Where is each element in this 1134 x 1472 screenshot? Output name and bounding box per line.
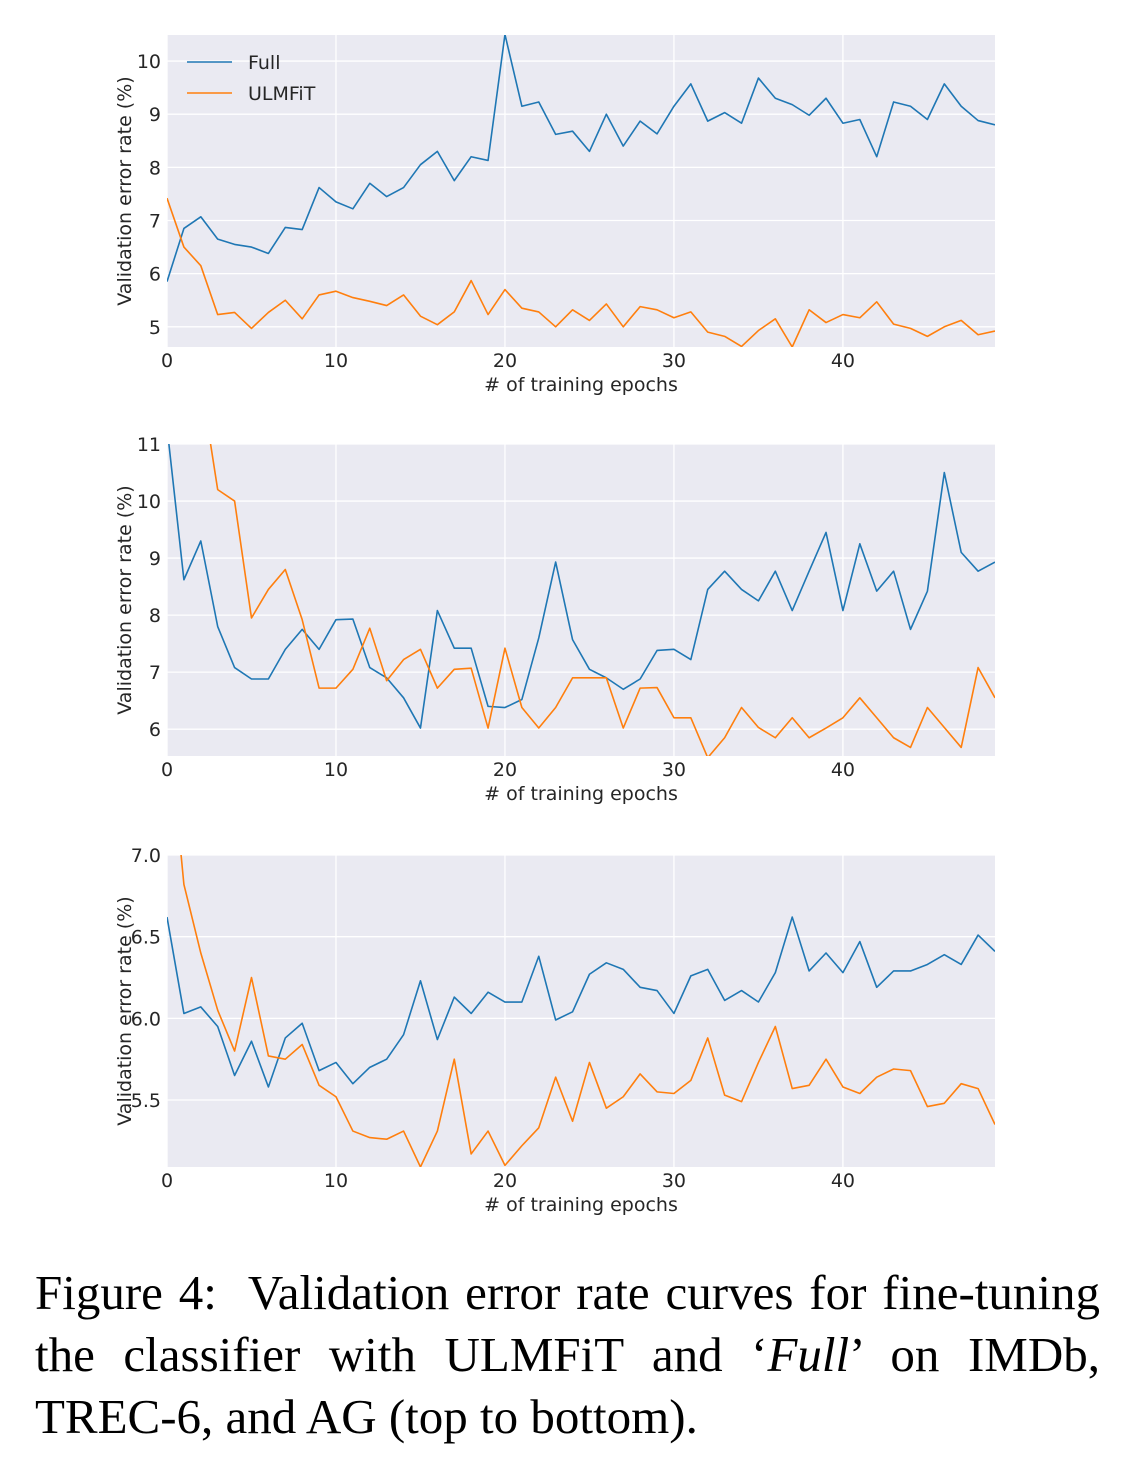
x-tick-label: 30 [662,759,686,781]
x-tick-label: 10 [324,759,348,781]
legend-label: Full [248,52,281,74]
data-line [180,855,995,1167]
x-tick-label: 40 [831,350,855,372]
y-tick-label: 9 [149,548,161,570]
y-tick-label: 6 [149,264,161,286]
legend-label: ULMFiT [248,83,316,105]
x-tick-label: 30 [662,1170,686,1192]
y-tick-label: 6.0 [131,1008,161,1030]
data-line [167,916,995,1088]
y-tick-label: 5 [149,317,161,339]
caption-italic: Full [767,1327,850,1382]
chart: 0 10 20 30 40 6 7 8 9 10 11 # of training epochs Val… [114,434,995,805]
y-axis-label: Validation error rate (%) [114,485,136,714]
y-tick-label: 10 [137,51,161,73]
data-line [167,35,995,282]
x-tick-label: 10 [324,1170,348,1192]
y-axis-label: Validation error rate (%) [114,896,136,1125]
x-tick-label: 10 [324,350,348,372]
x-axis-label: # of training epochs [484,783,678,805]
y-tick-label: 7 [149,210,161,232]
caption: Figure 4: Validation error rate curves f… [35,1262,1100,1448]
y-tick-label: 10 [137,491,161,513]
chart: 0 10 20 30 40 5.5 6.0 6.5 7.0 # of training epoch… [114,845,995,1216]
data-line [209,444,995,756]
x-tick-label: 20 [493,759,517,781]
chart: 0 10 20 30 40 5 6 7 8 9 10 # of training epochs Vali… [114,35,995,396]
y-tick-label: 8 [149,157,161,179]
x-tick-label: 20 [493,350,517,372]
x-tick-label: 0 [161,759,173,781]
y-tick-label: 5.5 [131,1090,161,1112]
x-tick-label: 40 [831,1170,855,1192]
y-tick-label: 7 [149,662,161,684]
x-axis-label: # of training epochs [484,1194,678,1216]
y-tick-label: 6 [149,719,161,741]
lines [168,444,995,756]
y-tick-label: 11 [137,434,161,456]
plot-area [167,855,995,1167]
x-tick-label: 0 [161,1170,173,1192]
caption-text: Validation error rate curves for fine-tu… [35,1265,1101,1382]
x-tick-label: 40 [831,759,855,781]
caption-label: Figure 4: [35,1265,217,1320]
figure: 0 10 20 30 40 5 6 7 8 9 10 # of training epochs Vali… [114,35,995,1216]
y-tick-label: 9 [149,104,161,126]
caption-text: ’ on IMDb, TREC-6, and AG (top to bottom… [35,1327,1100,1444]
data-line [167,197,995,347]
plot-area [167,35,995,347]
y-axis-label: Validation error rate (%) [114,76,136,305]
y-tick-label: 6.5 [131,927,161,949]
x-tick-label: 20 [493,1170,517,1192]
lines [167,855,995,1167]
x-tick-label: 0 [161,350,173,372]
x-tick-label: 30 [662,350,686,372]
y-tick-label: 7.0 [131,845,161,867]
plot-area [167,444,995,756]
y-tick-label: 8 [149,605,161,627]
lines [167,35,995,347]
x-axis-label: # of training epochs [484,374,678,396]
